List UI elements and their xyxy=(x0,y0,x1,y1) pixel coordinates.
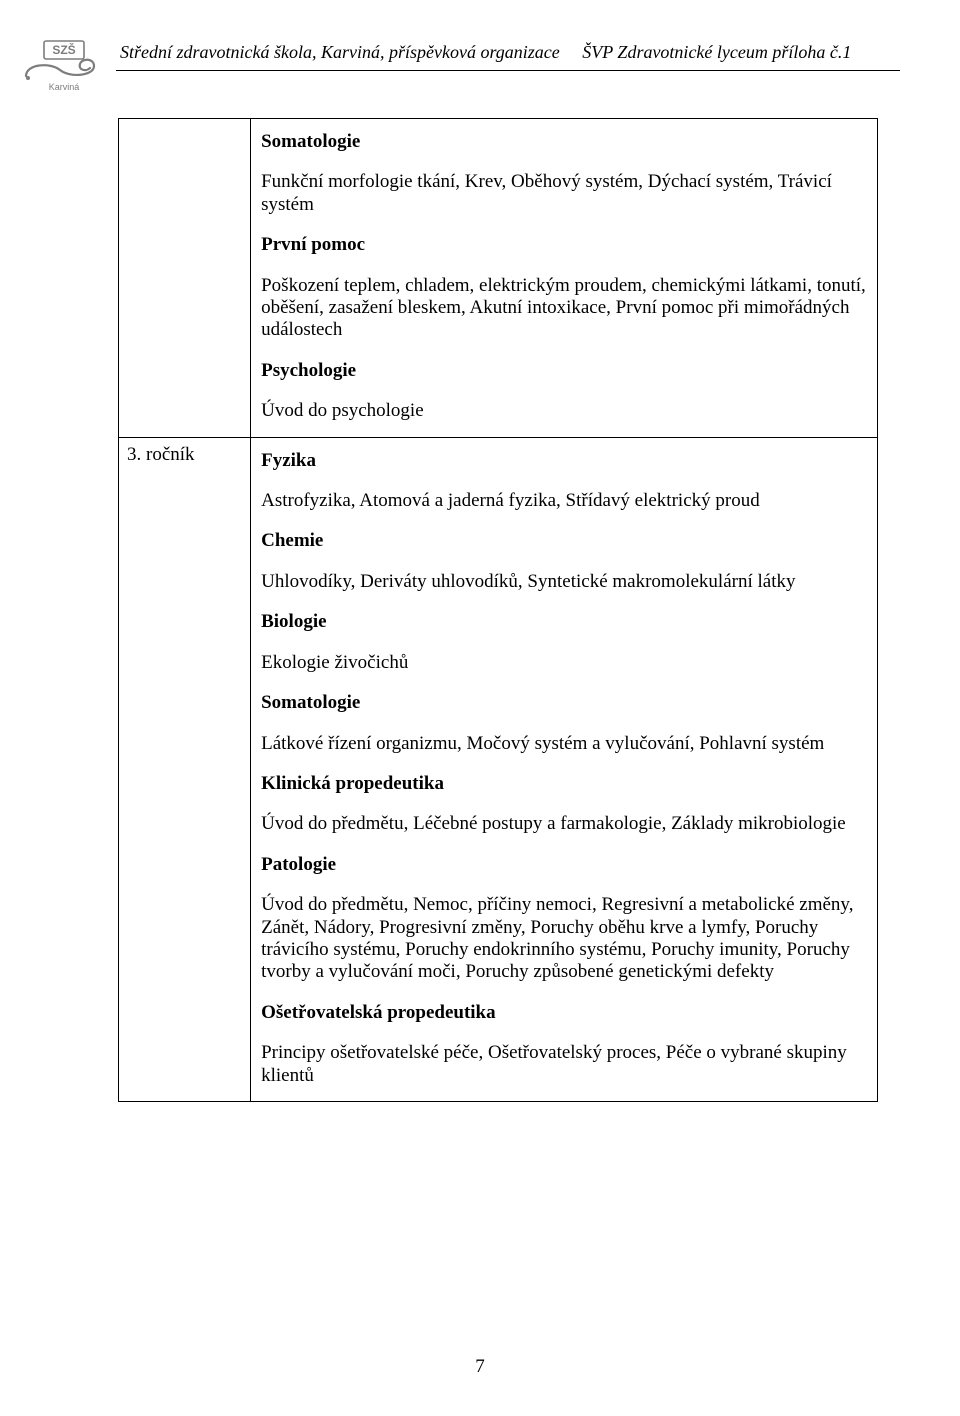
subject-content: Látkové řízení organizmu, Močový systém … xyxy=(261,733,867,755)
year-label: 3. ročník xyxy=(127,444,195,465)
table-row: Somatologie Funkční morfologie tkání, Kr… xyxy=(119,119,878,438)
subject-heading: Klinická propedeutika xyxy=(261,773,867,795)
subject-heading: Psychologie xyxy=(261,360,867,382)
subject-content: Úvod do předmětu, Nemoc, příčiny nemoci,… xyxy=(261,894,867,984)
header-text: Střední zdravotnická škola, Karviná, pří… xyxy=(120,42,900,63)
page-number: 7 xyxy=(0,1356,960,1378)
header-rule xyxy=(116,70,900,71)
subject-content: Úvod do předmětu, Léčebné postupy a farm… xyxy=(261,813,867,835)
content-cell: Fyzika Astrofyzika, Atomová a jaderná fy… xyxy=(251,437,878,1101)
header-left: Střední zdravotnická škola, Karviná, pří… xyxy=(120,42,560,62)
svg-text:SZŠ: SZŠ xyxy=(52,42,75,57)
year-cell xyxy=(119,119,251,438)
subject-heading: Patologie xyxy=(261,854,867,876)
subject-content: Uhlovodíky, Deriváty uhlovodíků, Synteti… xyxy=(261,571,867,593)
subject-heading: Somatologie xyxy=(261,131,867,153)
subject-heading: Chemie xyxy=(261,530,867,552)
subject-heading: První pomoc xyxy=(261,234,867,256)
table-row: 3. ročník Fyzika Astrofyzika, Atomová a … xyxy=(119,437,878,1101)
subject-heading: Somatologie xyxy=(261,692,867,714)
subject-content: Ekologie živočichů xyxy=(261,652,867,674)
subject-heading: Fyzika xyxy=(261,450,867,472)
subject-heading: Biologie xyxy=(261,611,867,633)
curriculum-table: Somatologie Funkční morfologie tkání, Kr… xyxy=(118,118,878,1102)
subject-content: Astrofyzika, Atomová a jaderná fyzika, S… xyxy=(261,490,867,512)
subject-content: Úvod do psychologie xyxy=(261,400,867,422)
subject-content: Funkční morfologie tkání, Krev, Oběhový … xyxy=(261,171,867,216)
school-logo: SZŠ Karviná xyxy=(14,40,110,101)
svg-text:Karviná: Karviná xyxy=(49,82,80,92)
content-cell: Somatologie Funkční morfologie tkání, Kr… xyxy=(251,119,878,438)
subject-heading: Ošetřovatelská propedeutika xyxy=(261,1002,867,1024)
subject-content: Poškození teplem, chladem, elektrickým p… xyxy=(261,275,867,342)
page: SZŠ Karviná Střední zdravotnická škola, … xyxy=(0,0,960,1416)
header-right: ŠVP Zdravotnické lyceum příloha č.1 xyxy=(582,42,851,62)
year-cell: 3. ročník xyxy=(119,437,251,1101)
subject-content: Principy ošetřovatelské péče, Ošetřovate… xyxy=(261,1042,867,1087)
